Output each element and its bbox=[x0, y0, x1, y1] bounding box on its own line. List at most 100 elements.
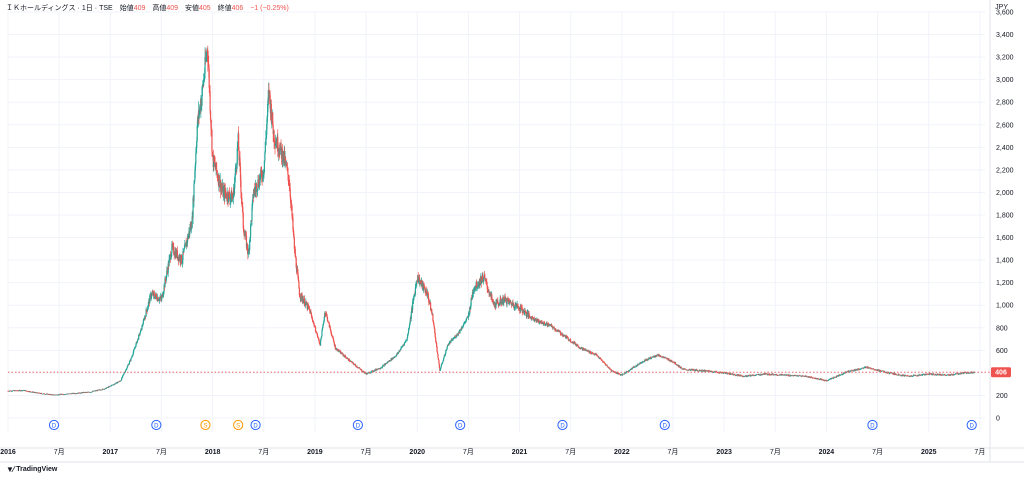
candle-body bbox=[219, 185, 221, 187]
candle-body bbox=[412, 297, 415, 301]
candle-body bbox=[395, 355, 397, 357]
dividend-marker[interactable] bbox=[455, 419, 466, 431]
candle-body bbox=[414, 287, 417, 295]
candle-body bbox=[546, 323, 548, 326]
brand-footer[interactable]: ▼⁄ TradingView bbox=[6, 465, 57, 474]
candle-body bbox=[921, 374, 923, 376]
candle-body bbox=[503, 298, 505, 303]
candle-body bbox=[278, 150, 280, 153]
candle-body bbox=[126, 366, 128, 369]
split-marker[interactable] bbox=[233, 419, 244, 431]
candle-body bbox=[320, 336, 323, 338]
candle-body bbox=[652, 356, 654, 358]
candle-body bbox=[471, 292, 474, 299]
candle-body bbox=[515, 303, 517, 307]
candle-body bbox=[182, 251, 184, 261]
candle-body bbox=[544, 323, 546, 325]
candle-body bbox=[287, 174, 289, 182]
candle-body bbox=[439, 369, 441, 371]
dividend-marker[interactable] bbox=[48, 419, 60, 431]
symbol-name[interactable]: ＩＫホールディングス bbox=[6, 5, 76, 12]
candle-body bbox=[243, 232, 245, 236]
candle-body bbox=[502, 297, 504, 304]
candle-body bbox=[253, 188, 255, 194]
dividend-marker[interactable] bbox=[867, 419, 878, 431]
y-tick-label: 1,600 bbox=[996, 235, 1014, 242]
candle-body bbox=[213, 156, 215, 162]
candle-body bbox=[12, 390, 14, 392]
dividend-marker[interactable] bbox=[557, 419, 568, 431]
candle-body bbox=[884, 371, 886, 373]
candle-body bbox=[849, 370, 852, 372]
candle-body bbox=[269, 91, 271, 100]
candle-body bbox=[128, 364, 130, 366]
candle-body bbox=[340, 352, 342, 354]
candle-body bbox=[681, 368, 683, 370]
candle-body bbox=[123, 373, 125, 375]
candle-body bbox=[415, 283, 417, 285]
currency-label[interactable]: JPY bbox=[995, 4, 1008, 11]
candle-body bbox=[504, 296, 506, 300]
candle-body bbox=[323, 320, 325, 324]
candle-body bbox=[408, 325, 411, 329]
candle-body bbox=[427, 293, 429, 299]
candle-body bbox=[134, 347, 136, 349]
candle-body bbox=[318, 340, 320, 343]
candle-body bbox=[342, 353, 344, 354]
candle-body bbox=[676, 364, 678, 366]
dividend-marker[interactable] bbox=[352, 419, 363, 431]
y-tick-label: 3,200 bbox=[996, 55, 1014, 62]
dividend-marker[interactable] bbox=[659, 419, 670, 431]
dividend-marker[interactable] bbox=[250, 419, 261, 431]
candle-body bbox=[918, 374, 920, 376]
candle-body bbox=[171, 244, 173, 248]
dividend-marker[interactable] bbox=[966, 419, 977, 431]
candle-body bbox=[407, 333, 409, 335]
candle-body bbox=[641, 362, 643, 364]
candle-body bbox=[291, 216, 294, 218]
y-tick-label: 3,400 bbox=[996, 32, 1014, 39]
candle-body bbox=[216, 173, 219, 178]
candle-body bbox=[857, 368, 859, 371]
candle-body bbox=[940, 374, 942, 376]
dividend-marker[interactable] bbox=[151, 419, 162, 431]
candle-body bbox=[641, 361, 643, 363]
candle-body bbox=[257, 179, 260, 186]
candle-body bbox=[158, 298, 161, 301]
candle-body bbox=[913, 375, 916, 376]
candle-body bbox=[403, 342, 405, 346]
candle-body bbox=[145, 309, 147, 317]
candle-body bbox=[476, 281, 478, 289]
candle-body bbox=[47, 394, 50, 395]
candle-body bbox=[705, 370, 707, 372]
candle-body bbox=[206, 50, 208, 57]
candle-body bbox=[959, 373, 961, 374]
candle-body bbox=[811, 377, 813, 378]
candle-body bbox=[792, 375, 794, 377]
candle-body bbox=[118, 381, 120, 383]
candle-body bbox=[198, 110, 201, 116]
candle-body bbox=[359, 368, 361, 370]
candle-body bbox=[539, 320, 541, 323]
candle-body bbox=[792, 375, 794, 377]
candle-body bbox=[742, 376, 744, 378]
candle-body bbox=[581, 347, 583, 349]
candle-body bbox=[770, 374, 772, 376]
candle-body bbox=[240, 180, 242, 193]
candle-body bbox=[406, 338, 408, 341]
split-marker[interactable] bbox=[200, 419, 211, 431]
split-marker-label: S bbox=[236, 423, 240, 429]
candle-body bbox=[604, 363, 606, 365]
candle-body bbox=[156, 296, 158, 300]
candle-body bbox=[477, 285, 480, 287]
candle-body bbox=[152, 292, 155, 296]
candle-body bbox=[256, 188, 259, 192]
candle-body bbox=[183, 249, 185, 253]
candle-body bbox=[592, 353, 594, 354]
candle-body bbox=[962, 372, 964, 374]
candle-body bbox=[645, 360, 647, 362]
candle-body bbox=[525, 311, 527, 312]
candle-body bbox=[116, 382, 119, 384]
